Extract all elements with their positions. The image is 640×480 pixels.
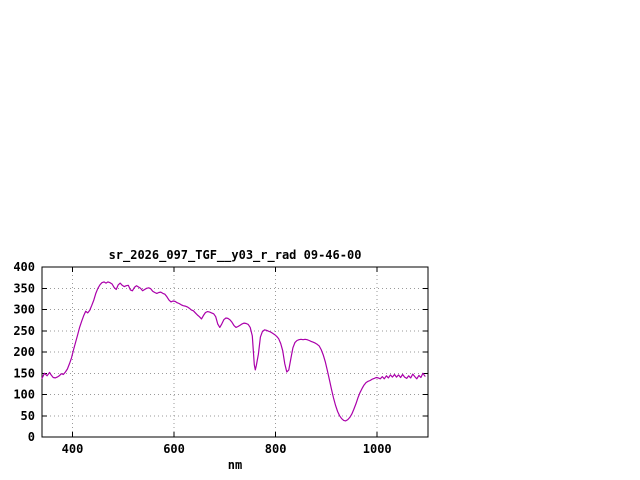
x-axis-label: nm (227, 458, 243, 472)
y-tick-label: 250 (13, 324, 35, 338)
y-tick-label: 100 (13, 388, 35, 402)
y-tick-label: 150 (13, 366, 35, 380)
y-tick-label: 0 (28, 430, 35, 444)
x-tick-label: 600 (163, 442, 185, 456)
y-tick-label: 50 (21, 409, 35, 423)
y-tick-label: 200 (13, 345, 35, 359)
y-tick-label: 400 (13, 260, 35, 274)
spectrum-line (41, 281, 426, 422)
y-tick-label: 350 (13, 281, 35, 295)
chart-title: sr_2026_097_TGF__y03_r_rad 09-46-00 (108, 248, 362, 262)
x-tick-label: 400 (62, 442, 84, 456)
x-tick-label: 800 (265, 442, 287, 456)
x-tick-label: 1000 (363, 442, 392, 456)
y-tick-label: 300 (13, 303, 35, 317)
